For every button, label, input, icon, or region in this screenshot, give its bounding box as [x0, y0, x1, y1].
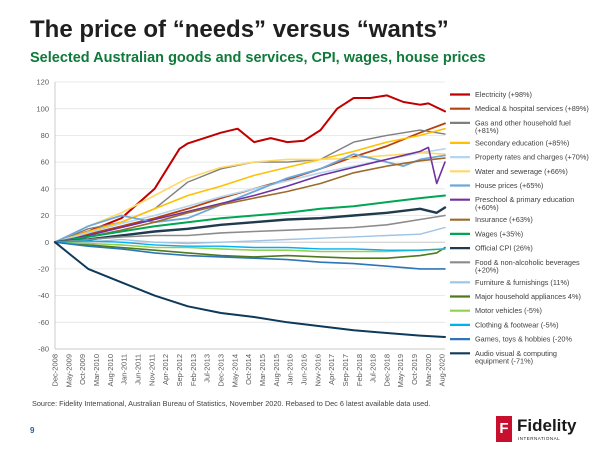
y-tick-label: 0: [45, 238, 49, 247]
x-tick-label: Dec-2013: [216, 354, 225, 387]
x-tick-label: Dec-2018: [382, 354, 391, 387]
slide-title: The price of “needs” versus “wants”: [30, 16, 449, 43]
y-tick-label: 40: [41, 184, 49, 193]
y-tick-label: 120: [36, 78, 49, 87]
fidelity-logo: F Fidelity INTERNATIONAL: [496, 416, 582, 446]
series-line: [54, 153, 446, 244]
x-tick-label: Jan-2011: [120, 354, 129, 385]
y-tick-label: -80: [38, 345, 49, 354]
page-number: 9: [30, 426, 35, 435]
source-text-tail: 6 latest available data used.: [339, 399, 431, 408]
legend-label: Official CPI (26%): [475, 244, 533, 253]
y-axis: -80 -60 -40 -20 0 20 40 60 80 100 120: [36, 78, 56, 354]
legend-label: (+20%): [475, 265, 499, 274]
legend-label: Motor vehicles (-5%): [475, 306, 542, 315]
logo-badge: F: [496, 416, 512, 442]
x-tick-label: Mar-2010: [92, 354, 101, 386]
x-tick-label: Jun-2016: [299, 354, 308, 385]
series-line: [54, 157, 446, 243]
y-tick-label: 100: [36, 104, 49, 113]
legend-label: Games, toys & hobbies (-20%: [475, 335, 572, 344]
legend-label: Property rates and charges (+70%): [475, 153, 589, 162]
x-tick-label: Oct-2019: [410, 354, 419, 385]
x-tick-label: Jul-2018: [369, 354, 378, 383]
x-tick-label: Mar-2020: [424, 354, 433, 386]
x-tick-label: Aug-2020: [438, 354, 447, 387]
legend-label: (+60%): [475, 203, 499, 212]
x-tick-label: Aug-2010: [106, 354, 115, 387]
series-line: [54, 127, 446, 243]
legend-label: Gas and other household fuel: [475, 118, 571, 127]
series-line: [53, 206, 447, 244]
x-tick-label: Apr-2017: [327, 354, 336, 385]
legend-label: Audio visual & computing: [475, 349, 557, 358]
x-tick-label: Nov-2016: [313, 354, 322, 387]
legend-label: (+81%): [475, 126, 499, 135]
legend-label: Medical & hospital services (+89%): [475, 104, 589, 113]
legend-label: Food & non-alcoholic beverages: [475, 258, 580, 267]
logo-tagline: INTERNATIONAL: [518, 436, 561, 441]
x-tick-label: May-2009: [64, 354, 73, 387]
slide-subtitle: Selected Australian goods and services, …: [30, 50, 486, 66]
x-tick-label: May-2014: [230, 354, 239, 387]
series-line: [54, 226, 446, 245]
legend-label: Secondary education (+85%): [475, 138, 569, 147]
x-axis: Dec-2008 May-2009 Oct-2009 Mar-2010 Aug-2010…: [51, 348, 447, 387]
series-line: [54, 194, 446, 244]
y-tick-label: 80: [41, 131, 49, 140]
series-line: [54, 241, 446, 338]
y-tick-label: 60: [41, 158, 49, 167]
series-line: [54, 152, 446, 243]
series-line: [54, 146, 446, 243]
legend-label: Furniture & furnishings (11%): [475, 278, 569, 287]
x-tick-label: Dec-2008: [51, 354, 60, 387]
x-tick-label: Sep-2017: [341, 354, 350, 387]
y-tick-label: -40: [38, 291, 49, 300]
series-line: [54, 241, 446, 270]
x-tick-label: Aug-2015: [272, 354, 281, 387]
x-tick-label: Jul-2013: [203, 354, 212, 383]
x-tick-label: Oct-2009: [78, 354, 87, 385]
x-tick-label: Oct-2014: [244, 354, 253, 385]
series-line: [54, 214, 446, 243]
legend-label: Electricity (+98%): [475, 90, 532, 99]
legend-label: equipment (-71%): [475, 356, 533, 365]
legend-label: Water and sewerage (+66%): [475, 167, 568, 176]
legend-label: Wages (+35%): [475, 229, 523, 238]
series-line: [54, 241, 446, 259]
legend-label: Major household appliances 4%): [475, 292, 581, 301]
x-tick-label: Sep-2012: [175, 354, 184, 387]
legend-label: Preschool & primary education: [475, 195, 574, 204]
x-tick-label: Feb-2013: [189, 354, 198, 386]
x-tick-label: Jun-2011: [133, 354, 142, 385]
logo-name: Fidelity: [517, 416, 577, 435]
x-tick-label: Apr-2012: [161, 354, 170, 385]
x-tick-label: Mar-2015: [258, 354, 267, 386]
source-note: Source: Fidelity International, Australi…: [32, 399, 430, 408]
y-tick-label: -60: [38, 318, 49, 327]
series-line: [54, 241, 446, 253]
series-lines: [53, 94, 447, 338]
series-line: [54, 240, 446, 251]
y-tick-label: 20: [41, 211, 49, 220]
legend-label: House prices (+65%): [475, 181, 543, 190]
x-tick-label: Jan-2016: [286, 354, 295, 385]
x-tick-label: Nov-2011: [147, 354, 156, 386]
legend: Electricity (+98%) Medical & hospital ser…: [450, 90, 589, 365]
legend-label: Clothing & footwear (-5%): [475, 320, 559, 329]
x-tick-label: May-2019: [396, 354, 405, 387]
series-line: [54, 94, 446, 244]
y-tick-label: -20: [38, 265, 49, 274]
legend-label: Insurance (+63%): [475, 215, 533, 224]
x-tick-label: Feb-2018: [355, 354, 364, 386]
source-text: Source: Fidelity International, Australi…: [32, 399, 338, 408]
